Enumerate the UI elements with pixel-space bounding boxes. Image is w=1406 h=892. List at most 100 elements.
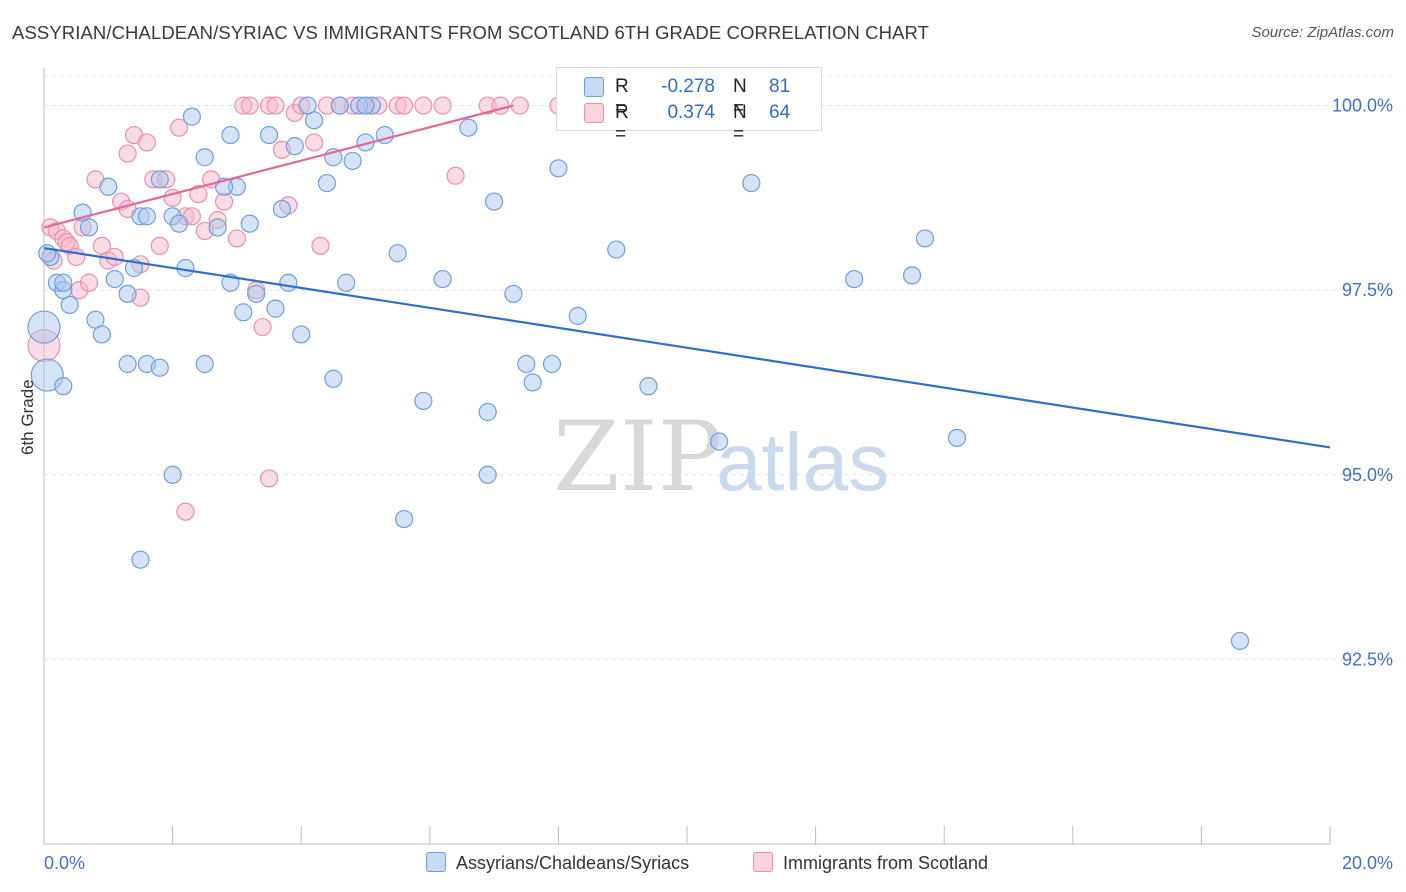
data-point-assyrians (394, 509, 414, 529)
trendlines (43, 104, 1331, 449)
data-point-assyrians (247, 284, 266, 303)
data-point-scotland (311, 236, 330, 255)
stats-legend: R = -0.278 N = 81 R = 0.374 N = 64 (556, 67, 822, 145)
data-point-assyrians (285, 137, 304, 156)
data-point-assyrians (478, 465, 497, 484)
y-tick-label: 97.5% (1342, 280, 1393, 300)
data-point-assyrians (150, 170, 169, 189)
data-point-assyrians (92, 325, 111, 344)
data-point-assyrians (337, 273, 356, 292)
data-point-assyrians (1230, 631, 1250, 651)
tick-labels: 92.5% 95.0% 97.5% 100.0% 0.0% 20.0% (44, 96, 1393, 873)
data-point-assyrians (38, 244, 57, 263)
y-tick-label: 92.5% (1342, 649, 1393, 669)
n-label: N = (733, 76, 747, 119)
data-point-assyrians (343, 151, 362, 171)
data-point-assyrians (542, 354, 562, 374)
data-point-assyrians (639, 377, 658, 396)
r-label: R = (615, 102, 629, 145)
data-point-scotland (227, 229, 246, 248)
data-point-assyrians (433, 269, 452, 289)
data-point-scotland (105, 247, 124, 267)
data-point-assyrians (118, 354, 137, 374)
data-point-assyrians (137, 207, 156, 226)
chart-title: ASSYRIAN/CHALDEAN/SYRIAC VS IMMIGRANTS F… (12, 22, 930, 43)
data-point-assyrians (485, 192, 504, 211)
legend-item-scotland[interactable]: Immigrants from Scotland (753, 852, 988, 874)
data-point-assyrians (330, 96, 349, 115)
data-point-assyrians (388, 244, 407, 263)
data-point-scotland (150, 236, 169, 255)
data-point-assyrians (710, 432, 729, 451)
data-point-assyrians (54, 377, 73, 396)
data-point-assyrians (60, 295, 79, 315)
data-point-assyrians (169, 214, 189, 233)
data-point-scotland (253, 317, 272, 337)
legend-label: Immigrants from Scotland (783, 853, 989, 873)
data-point-assyrians (607, 240, 626, 259)
axes (43, 68, 1331, 845)
legend-item-assyrians[interactable]: Assyrians/Chaldeans/Syriacs (426, 852, 689, 874)
data-point-assyrians (54, 273, 73, 292)
x-tick-label-max: 20.0% (1342, 853, 1393, 873)
data-point-scotland (510, 96, 529, 115)
data-point-assyrians (259, 125, 279, 145)
gridlines (44, 75, 1395, 660)
r-label: R = (615, 76, 629, 119)
legend-label: Assyrians/Chaldeans/Syriacs (456, 853, 690, 873)
data-point-assyrians (317, 173, 337, 193)
data-point-assyrians (902, 266, 922, 285)
data-point-assyrians (517, 354, 536, 374)
source-label: Source: ZipAtlas.com (1251, 24, 1394, 41)
data-point-scotland (446, 166, 465, 185)
r-value: -0.278 (661, 76, 715, 97)
data-point-assyrians (304, 111, 324, 130)
legend-swatch-blue (584, 77, 604, 97)
data-point-assyrians (105, 269, 124, 289)
data-point-scotland (240, 96, 259, 115)
watermark-zip: ZIP (553, 401, 722, 513)
data-point-scotland (394, 96, 414, 115)
data-point-assyrians (79, 218, 99, 237)
r-value: 0.374 (667, 102, 715, 123)
data-point-assyrians (549, 159, 568, 178)
data-point-assyrians (195, 148, 214, 167)
data-point-assyrians (845, 269, 864, 289)
data-point-assyrians (208, 218, 227, 237)
data-point-assyrians (478, 402, 497, 422)
watermark-atlas: atlas (716, 417, 889, 508)
data-point-assyrians (240, 214, 259, 233)
data-point-assyrians (221, 125, 240, 145)
n-value: 81 (769, 76, 791, 97)
data-point-assyrians (356, 96, 375, 115)
data-point-assyrians (414, 391, 433, 411)
y-tick-label: 100.0% (1332, 96, 1393, 116)
legend-swatch-pink (584, 103, 604, 123)
trendline-assyrians (43, 246, 1331, 449)
data-point-assyrians (234, 303, 253, 322)
data-point-scotland (259, 469, 279, 488)
data-point-assyrians (150, 358, 169, 377)
data-point-assyrians (279, 273, 298, 292)
y-tick-label: 95.0% (1342, 465, 1393, 485)
data-point-assyrians (131, 550, 150, 569)
data-point-assyrians (182, 107, 201, 126)
data-point-assyrians (523, 373, 542, 392)
series-assyrians (27, 96, 1250, 651)
data-point-scotland (79, 273, 99, 292)
data-point-assyrians (292, 325, 311, 344)
data-point-assyrians (742, 173, 761, 193)
data-point-assyrians (324, 369, 343, 388)
data-point-assyrians (915, 229, 935, 248)
legend-swatch-pink (753, 852, 773, 872)
data-point-assyrians (947, 428, 967, 447)
data-point-assyrians (118, 284, 137, 303)
data-point-assyrians (27, 310, 61, 344)
x-tick-label-min: 0.0% (44, 853, 85, 873)
data-point-assyrians (568, 306, 587, 326)
data-point-scotland (176, 502, 195, 521)
data-point-scotland (137, 133, 156, 152)
n-value: 64 (769, 102, 791, 123)
data-point-scotland (169, 118, 189, 137)
data-point-scotland (433, 96, 452, 115)
